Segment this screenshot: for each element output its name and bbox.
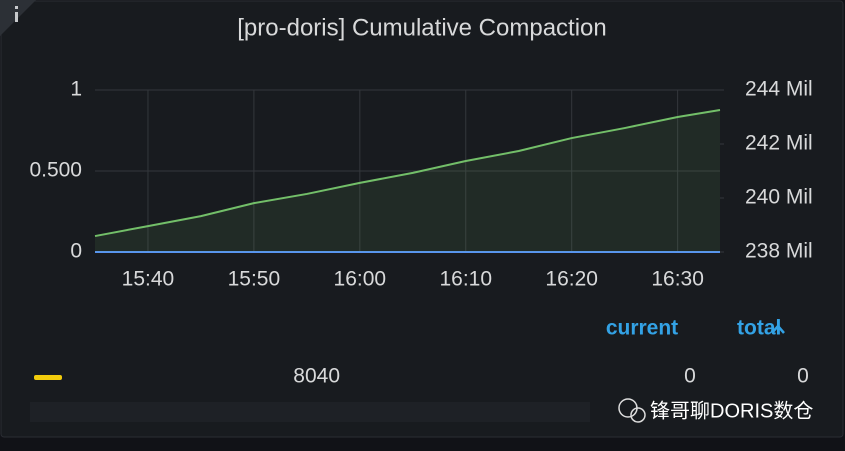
legend-total: 0 (797, 365, 809, 388)
legend-current: 0 (684, 365, 696, 388)
panel-frame (0, 0, 844, 438)
y2-tick-label: 242 Mil (745, 132, 813, 155)
legend-row-hidden (30, 402, 590, 422)
info-icon-dot (15, 6, 18, 9)
x-tick-label: 15:40 (122, 268, 175, 291)
x-tick-label: 16:10 (439, 268, 492, 291)
series-line (94, 108, 721, 238)
y2-tick-label: 240 Mil (745, 186, 813, 209)
x-tick-label: 15:50 (228, 268, 281, 291)
sort-caret[interactable] (771, 324, 785, 334)
legend-swatch[interactable] (34, 375, 62, 380)
watermark: 锋哥聊DORIS数仓 (650, 399, 813, 422)
chart-title: [pro-doris] Cumulative Compaction (237, 14, 606, 41)
series-area (95, 109, 720, 252)
legend-header[interactable]: total (737, 317, 781, 340)
x-tick-label: 16:20 (545, 268, 598, 291)
y2-tick-label: 244 Mil (745, 78, 813, 101)
y2-tick-label: 238 Mil (745, 240, 813, 263)
y-tick-label: 1 (70, 78, 82, 101)
y-tick-label: 0 (70, 240, 82, 263)
x-tick-label: 16:00 (334, 268, 387, 291)
watermark-icon (630, 407, 646, 423)
legend-name[interactable]: 8040 (293, 365, 340, 388)
legend-header[interactable]: current (606, 317, 678, 340)
info-icon (15, 12, 18, 22)
y-tick-label: 0.500 (29, 159, 82, 182)
x-tick-label: 16:30 (651, 268, 704, 291)
